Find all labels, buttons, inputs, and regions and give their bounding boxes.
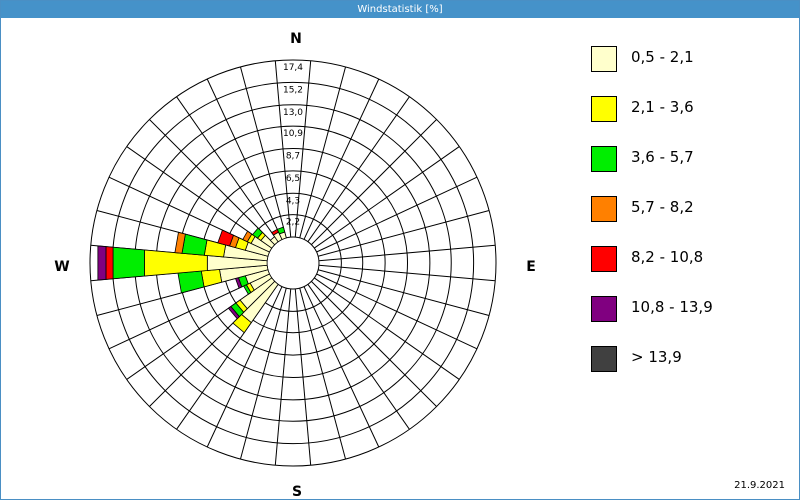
compass-south-label: S [292, 484, 302, 500]
radial-tick-label: 8,7 [286, 152, 300, 162]
compass-east-label: E [526, 259, 536, 275]
radial-tick-label: 6,5 [286, 174, 300, 184]
grid-spoke [314, 146, 460, 249]
radial-tick-label: 10,9 [283, 129, 303, 139]
radial-tick-label: 17,4 [283, 63, 303, 73]
legend-label: > 13,9 [631, 348, 682, 366]
wind-sector-bar [97, 245, 107, 281]
wind-sector-bar [217, 229, 234, 247]
legend-swatch [591, 146, 617, 172]
legend-swatch [591, 296, 617, 322]
grid-spoke [303, 286, 380, 448]
grid-circle [89, 59, 497, 467]
wind-sector-bar [276, 226, 286, 235]
grid-spoke [303, 78, 380, 240]
legend-label: 3,6 - 5,7 [631, 148, 694, 166]
grid-spoke [316, 273, 478, 350]
legend-label: 0,5 - 2,1 [631, 48, 694, 66]
legend-swatch [591, 196, 617, 222]
grid-spoke [316, 176, 478, 253]
grid-spoke [311, 281, 437, 407]
grid-spoke [176, 96, 279, 242]
grid-spoke [239, 287, 287, 460]
grid-spoke [206, 78, 283, 240]
legend-label: 5,7 - 8,2 [631, 198, 694, 216]
grid-spoke [149, 119, 275, 245]
grid-spoke [274, 60, 292, 238]
grid-spoke [307, 284, 410, 430]
legend-swatch [591, 46, 617, 72]
grid-spoke [299, 287, 347, 460]
date-stamp: 21.9.2021 [734, 480, 785, 491]
grid-spoke [311, 119, 437, 245]
legend-swatch [591, 96, 617, 122]
legend-swatch [591, 346, 617, 372]
wind-sector-bar [177, 270, 205, 294]
wind-sector-bar [242, 230, 253, 243]
grid-spoke [318, 264, 496, 282]
window-title: Windstatistik [%] [1, 1, 799, 18]
grid-spoke [314, 277, 460, 380]
radial-tick-label: 13,0 [283, 108, 303, 118]
legend-label: 2,1 - 3,6 [631, 98, 694, 116]
grid-spoke [307, 96, 410, 242]
radial-tick-label: 2,2 [286, 218, 300, 228]
legend-swatch [591, 246, 617, 272]
legend-label: 8,2 - 10,8 [631, 248, 704, 266]
compass-north-label: N [290, 31, 302, 47]
grid-spoke [274, 288, 292, 466]
wind-sector-bar [251, 227, 263, 239]
radial-tick-label: 15,2 [283, 85, 303, 95]
radial-tick-label: 4,3 [286, 196, 300, 206]
wind-sector-bar [227, 305, 240, 320]
compass-west-label: W [54, 259, 69, 275]
wind-sector-bar [174, 231, 186, 254]
grid-spoke [317, 269, 490, 317]
wind-sector-bar [181, 233, 208, 256]
grid-spoke [299, 66, 347, 239]
grid-spoke [294, 60, 312, 238]
wind-sector-bar [105, 246, 114, 280]
wind-sector-bar [112, 246, 145, 280]
grid-spoke [294, 288, 312, 466]
wind-sector-bar [200, 268, 223, 288]
grid-spoke [206, 286, 283, 448]
grid-spoke [318, 244, 496, 262]
legend-label: 10,8 - 13,9 [631, 298, 713, 316]
grid-spoke [317, 209, 490, 257]
grid-spoke [239, 66, 287, 239]
